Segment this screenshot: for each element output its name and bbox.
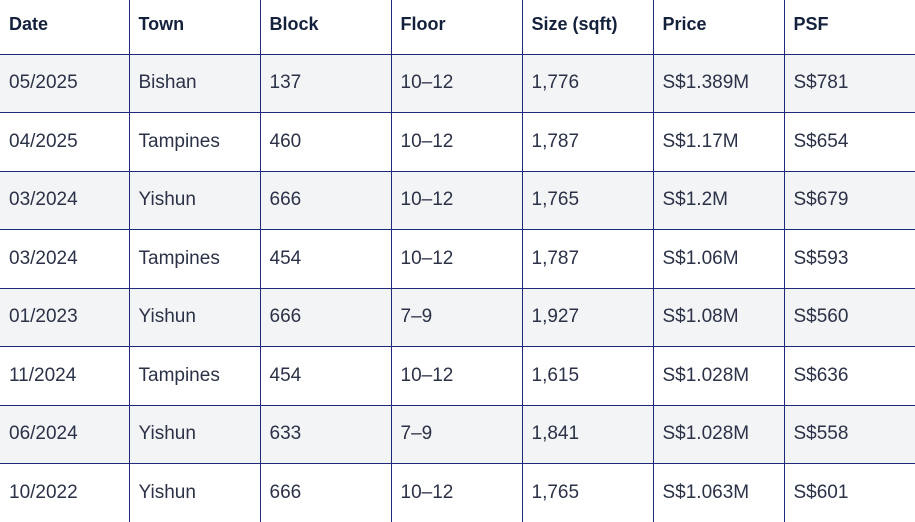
table-row: 06/2024 Yishun 633 7–9 1,841 S$1.028M S$… bbox=[0, 405, 915, 464]
cell-town: Yishun bbox=[128, 288, 260, 347]
column-header-block[interactable]: Block bbox=[259, 0, 391, 55]
cell-psf: S$560 bbox=[783, 288, 915, 347]
table-header: Date Town Block Floor Size (sqft) Price … bbox=[0, 0, 915, 55]
table-row: 10/2022 Yishun 666 10–12 1,765 S$1.063M … bbox=[0, 463, 915, 522]
cell-size: 1,765 bbox=[521, 171, 653, 230]
cell-block: 666 bbox=[259, 463, 391, 522]
cell-price: S$1.08M bbox=[652, 288, 784, 347]
cell-size: 1,776 bbox=[521, 54, 653, 113]
cell-psf: S$558 bbox=[783, 405, 915, 464]
cell-date: 01/2023 bbox=[0, 288, 129, 347]
cell-town: Yishun bbox=[128, 171, 260, 230]
cell-size: 1,787 bbox=[521, 229, 653, 289]
cell-town: Yishun bbox=[128, 405, 260, 464]
table-row: 11/2024 Tampines 454 10–12 1,615 S$1.028… bbox=[0, 346, 915, 406]
cell-date: 06/2024 bbox=[0, 405, 129, 464]
cell-floor: 7–9 bbox=[390, 288, 522, 347]
cell-floor: 10–12 bbox=[390, 171, 522, 230]
cell-psf: S$654 bbox=[783, 112, 915, 172]
cell-size: 1,841 bbox=[521, 405, 653, 464]
cell-date: 03/2024 bbox=[0, 229, 129, 289]
cell-town: Tampines bbox=[128, 229, 260, 289]
cell-size: 1,615 bbox=[521, 346, 653, 406]
cell-block: 460 bbox=[259, 112, 391, 172]
cell-price: S$1.2M bbox=[652, 171, 784, 230]
cell-size: 1,927 bbox=[521, 288, 653, 347]
cell-floor: 10–12 bbox=[390, 112, 522, 172]
cell-date: 10/2022 bbox=[0, 463, 129, 522]
cell-date: 03/2024 bbox=[0, 171, 129, 230]
cell-date: 04/2025 bbox=[0, 112, 129, 172]
cell-price: S$1.028M bbox=[652, 346, 784, 406]
table-row: 05/2025 Bishan 137 10–12 1,776 S$1.389M … bbox=[0, 54, 915, 113]
column-header-date[interactable]: Date bbox=[0, 0, 129, 55]
cell-block: 454 bbox=[259, 229, 391, 289]
table-row: 04/2025 Tampines 460 10–12 1,787 S$1.17M… bbox=[0, 112, 915, 172]
column-header-town[interactable]: Town bbox=[128, 0, 260, 55]
cell-floor: 7–9 bbox=[390, 405, 522, 464]
cell-psf: S$601 bbox=[783, 463, 915, 522]
cell-block: 666 bbox=[259, 288, 391, 347]
cell-size: 1,787 bbox=[521, 112, 653, 172]
cell-psf: S$593 bbox=[783, 229, 915, 289]
column-header-price[interactable]: Price bbox=[652, 0, 784, 55]
cell-date: 05/2025 bbox=[0, 54, 129, 113]
cell-floor: 10–12 bbox=[390, 54, 522, 113]
cell-block: 633 bbox=[259, 405, 391, 464]
cell-town: Tampines bbox=[128, 346, 260, 406]
cell-price: S$1.028M bbox=[652, 405, 784, 464]
cell-price: S$1.063M bbox=[652, 463, 784, 522]
cell-date: 11/2024 bbox=[0, 346, 129, 406]
cell-floor: 10–12 bbox=[390, 229, 522, 289]
header-row: Date Town Block Floor Size (sqft) Price … bbox=[0, 0, 915, 55]
cell-price: S$1.17M bbox=[652, 112, 784, 172]
cell-psf: S$781 bbox=[783, 54, 915, 113]
cell-town: Bishan bbox=[128, 54, 260, 113]
cell-block: 454 bbox=[259, 346, 391, 406]
column-header-floor[interactable]: Floor bbox=[390, 0, 522, 55]
cell-town: Yishun bbox=[128, 463, 260, 522]
cell-price: S$1.389M bbox=[652, 54, 784, 113]
table-row: 03/2024 Yishun 666 10–12 1,765 S$1.2M S$… bbox=[0, 171, 915, 230]
cell-psf: S$636 bbox=[783, 346, 915, 406]
cell-block: 666 bbox=[259, 171, 391, 230]
cell-size: 1,765 bbox=[521, 463, 653, 522]
cell-town: Tampines bbox=[128, 112, 260, 172]
cell-price: S$1.06M bbox=[652, 229, 784, 289]
table-row: 01/2023 Yishun 666 7–9 1,927 S$1.08M S$5… bbox=[0, 288, 915, 347]
cell-floor: 10–12 bbox=[390, 463, 522, 522]
table-body: 05/2025 Bishan 137 10–12 1,776 S$1.389M … bbox=[0, 54, 915, 522]
table-row: 03/2024 Tampines 454 10–12 1,787 S$1.06M… bbox=[0, 229, 915, 289]
column-header-size[interactable]: Size (sqft) bbox=[521, 0, 653, 55]
cell-floor: 10–12 bbox=[390, 346, 522, 406]
cell-block: 137 bbox=[259, 54, 391, 113]
cell-psf: S$679 bbox=[783, 171, 915, 230]
column-header-psf[interactable]: PSF bbox=[783, 0, 915, 55]
